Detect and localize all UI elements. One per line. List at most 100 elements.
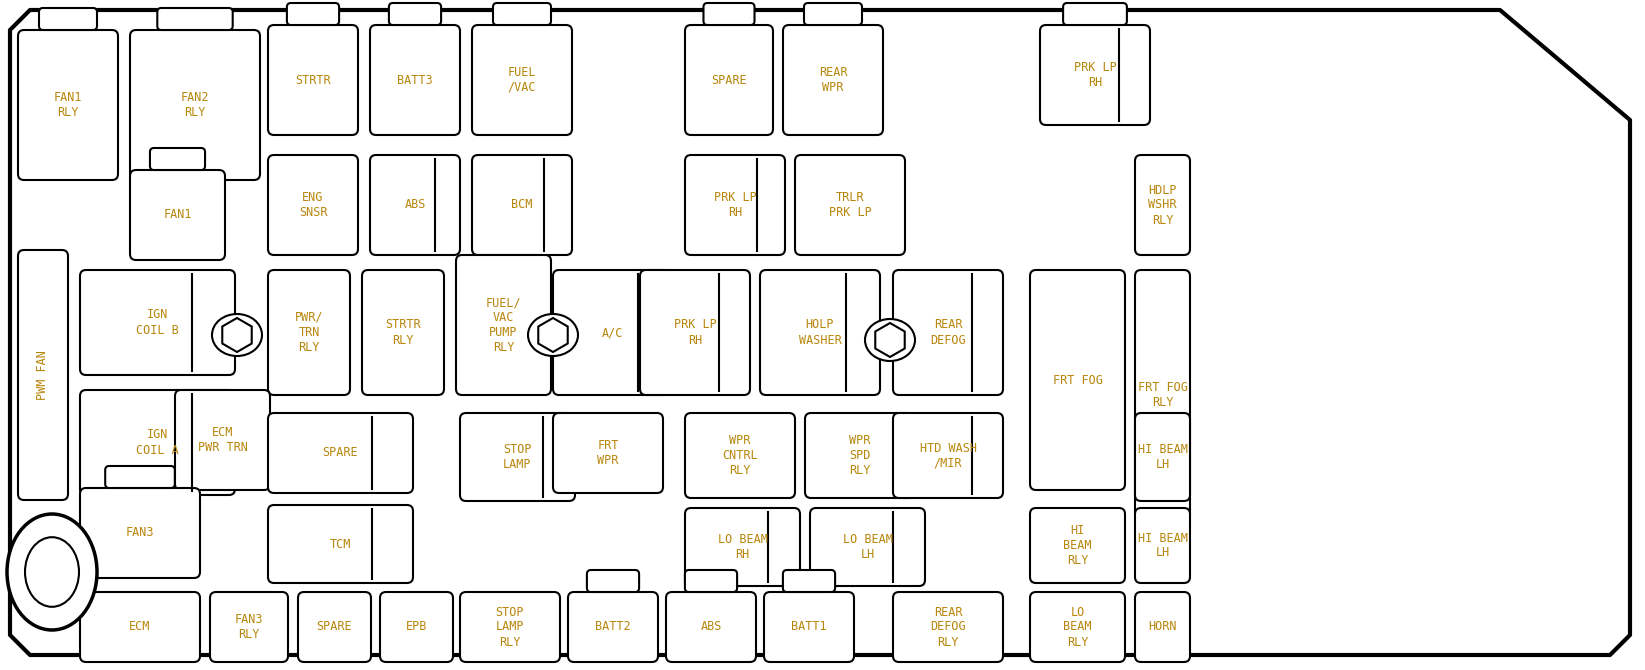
Ellipse shape <box>865 319 915 361</box>
Text: HOLP
WASHER: HOLP WASHER <box>798 318 841 346</box>
FancyBboxPatch shape <box>472 155 572 255</box>
Text: FAN1
RLY: FAN1 RLY <box>54 91 82 119</box>
Text: FRT FOG: FRT FOG <box>1053 373 1102 387</box>
Text: TCM: TCM <box>329 537 350 551</box>
Text: BATT2: BATT2 <box>595 620 630 634</box>
FancyBboxPatch shape <box>18 250 67 500</box>
Ellipse shape <box>212 314 262 356</box>
FancyBboxPatch shape <box>370 155 461 255</box>
Text: FAN2
RLY: FAN2 RLY <box>181 91 209 119</box>
FancyBboxPatch shape <box>795 155 905 255</box>
FancyBboxPatch shape <box>1135 270 1189 520</box>
Text: STOP
LAMP
RLY: STOP LAMP RLY <box>495 606 525 649</box>
Polygon shape <box>10 10 1630 655</box>
Text: FRT
WPR: FRT WPR <box>597 439 619 467</box>
FancyBboxPatch shape <box>298 592 372 662</box>
FancyBboxPatch shape <box>388 3 441 25</box>
FancyBboxPatch shape <box>760 270 880 395</box>
FancyBboxPatch shape <box>804 413 915 498</box>
Text: LO BEAM
LH: LO BEAM LH <box>842 533 893 561</box>
FancyBboxPatch shape <box>39 8 97 30</box>
Text: PRK LP
RH: PRK LP RH <box>714 191 757 219</box>
Text: WPR
SPD
RLY: WPR SPD RLY <box>849 434 870 477</box>
FancyBboxPatch shape <box>568 592 658 662</box>
Text: ECM
PWR TRN: ECM PWR TRN <box>197 426 247 454</box>
FancyBboxPatch shape <box>640 270 750 395</box>
Text: LO BEAM
RH: LO BEAM RH <box>717 533 768 561</box>
FancyBboxPatch shape <box>1030 508 1125 583</box>
FancyBboxPatch shape <box>893 592 1003 662</box>
FancyBboxPatch shape <box>684 413 795 498</box>
FancyBboxPatch shape <box>684 508 799 586</box>
FancyBboxPatch shape <box>763 592 854 662</box>
Text: BATT3: BATT3 <box>396 74 433 86</box>
FancyBboxPatch shape <box>1135 155 1189 255</box>
FancyBboxPatch shape <box>1135 413 1189 501</box>
FancyBboxPatch shape <box>158 8 232 30</box>
FancyBboxPatch shape <box>461 413 576 501</box>
Text: ECM: ECM <box>130 620 151 634</box>
Text: FRT FOG
RLY: FRT FOG RLY <box>1138 381 1188 409</box>
FancyBboxPatch shape <box>150 148 206 170</box>
FancyBboxPatch shape <box>553 413 663 493</box>
FancyBboxPatch shape <box>211 592 288 662</box>
Text: FUEL
/VAC: FUEL /VAC <box>508 66 536 94</box>
FancyBboxPatch shape <box>804 3 862 25</box>
Text: LO
BEAM
RLY: LO BEAM RLY <box>1063 606 1092 649</box>
FancyBboxPatch shape <box>1030 270 1125 490</box>
Text: FAN3: FAN3 <box>125 527 155 539</box>
Text: ABS: ABS <box>405 198 426 212</box>
Text: ABS: ABS <box>701 620 722 634</box>
Text: REAR
DEFOG: REAR DEFOG <box>929 318 966 346</box>
Ellipse shape <box>528 314 577 356</box>
FancyBboxPatch shape <box>684 25 773 135</box>
FancyBboxPatch shape <box>684 155 785 255</box>
Text: REAR
WPR: REAR WPR <box>819 66 847 94</box>
FancyBboxPatch shape <box>456 255 551 395</box>
FancyBboxPatch shape <box>130 170 225 260</box>
Text: FUEL/
VAC
PUMP
RLY: FUEL/ VAC PUMP RLY <box>485 296 521 354</box>
Text: STRTR
RLY: STRTR RLY <box>385 318 421 346</box>
FancyBboxPatch shape <box>666 592 757 662</box>
Text: SPARE: SPARE <box>711 74 747 86</box>
FancyBboxPatch shape <box>268 413 413 493</box>
FancyBboxPatch shape <box>783 570 836 592</box>
FancyBboxPatch shape <box>1135 508 1189 583</box>
FancyBboxPatch shape <box>18 30 118 180</box>
Text: PWM FAN: PWM FAN <box>36 350 49 400</box>
FancyBboxPatch shape <box>380 592 452 662</box>
FancyBboxPatch shape <box>286 3 339 25</box>
FancyBboxPatch shape <box>268 155 359 255</box>
FancyBboxPatch shape <box>461 592 559 662</box>
Text: IGN
COIL A: IGN COIL A <box>137 429 179 456</box>
Text: HI
BEAM
RLY: HI BEAM RLY <box>1063 524 1092 567</box>
Text: FAN3
RLY: FAN3 RLY <box>235 613 263 641</box>
Text: HTD WASH
/MIR: HTD WASH /MIR <box>920 442 977 470</box>
FancyBboxPatch shape <box>587 570 640 592</box>
FancyBboxPatch shape <box>174 390 270 490</box>
FancyBboxPatch shape <box>1135 592 1189 662</box>
Text: EPB: EPB <box>406 620 428 634</box>
FancyBboxPatch shape <box>130 30 260 180</box>
FancyBboxPatch shape <box>494 3 551 25</box>
Text: PWR/
TRN
RLY: PWR/ TRN RLY <box>294 311 324 354</box>
FancyBboxPatch shape <box>268 505 413 583</box>
Text: PRK LP
RH: PRK LP RH <box>1074 61 1117 89</box>
Ellipse shape <box>25 537 79 607</box>
Text: SPARE: SPARE <box>317 620 352 634</box>
Text: A/C: A/C <box>602 326 623 339</box>
Text: BATT1: BATT1 <box>791 620 827 634</box>
FancyBboxPatch shape <box>893 270 1003 395</box>
FancyBboxPatch shape <box>268 270 350 395</box>
Text: HDLP
WSHR
RLY: HDLP WSHR RLY <box>1148 184 1176 226</box>
FancyBboxPatch shape <box>1063 3 1127 25</box>
FancyBboxPatch shape <box>783 25 883 135</box>
FancyBboxPatch shape <box>81 592 201 662</box>
Text: STOP
LAMP: STOP LAMP <box>503 443 531 471</box>
FancyBboxPatch shape <box>553 270 671 395</box>
Text: FAN1: FAN1 <box>163 208 192 222</box>
Text: REAR
DEFOG
RLY: REAR DEFOG RLY <box>929 606 966 649</box>
FancyBboxPatch shape <box>105 466 174 488</box>
Text: HORN: HORN <box>1148 620 1176 634</box>
FancyBboxPatch shape <box>81 390 235 495</box>
